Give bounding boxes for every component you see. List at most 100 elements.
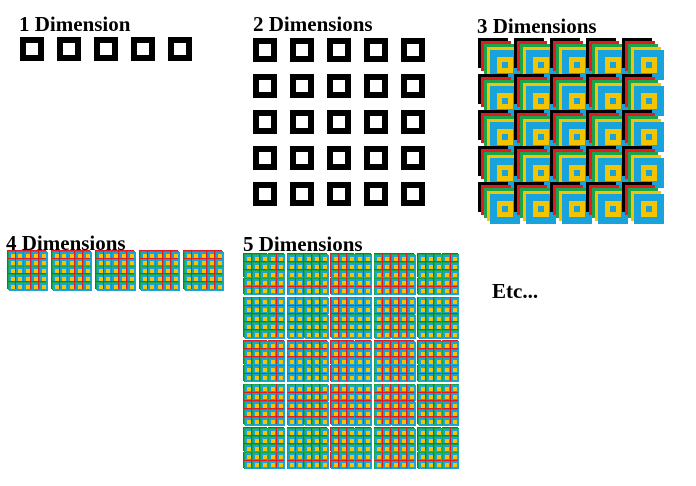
- label-5-dimensions: 5 Dimensions: [243, 232, 363, 256]
- hollow-square: [327, 38, 351, 62]
- inner-square: [610, 170, 616, 176]
- nested-cube-grid: [373, 253, 416, 296]
- panel-2-dimensions: [253, 38, 426, 206]
- hollow-square: [327, 182, 351, 206]
- inner-square: [538, 62, 544, 68]
- inner-square: [646, 206, 652, 212]
- hollow-square: [94, 37, 118, 61]
- nested-cube-grid: [373, 383, 416, 426]
- mini-layer-square: [277, 461, 286, 470]
- nested-cube-grid: [286, 340, 329, 383]
- mini-layer-square: [277, 287, 286, 296]
- inner-square: [502, 98, 508, 104]
- hollow-square: [253, 182, 277, 206]
- label-4-dimensions: 4 Dimensions: [6, 231, 126, 255]
- nested-cube-grid: [243, 427, 286, 470]
- mini-layer-square: [451, 330, 460, 339]
- layered-square: [514, 110, 556, 152]
- inner-square: [646, 62, 652, 68]
- hollow-square: [131, 37, 155, 61]
- inner-square: [574, 170, 580, 176]
- hollow-square: [253, 74, 277, 98]
- layered-square: [622, 182, 664, 224]
- nested-cube-grid: [7, 250, 48, 291]
- hollow-square: [401, 110, 425, 134]
- mini-layer-square: [364, 287, 373, 296]
- inner-square: [574, 134, 580, 140]
- inner-square: [646, 98, 652, 104]
- mini-layer-square: [277, 417, 286, 426]
- inner-square: [502, 206, 508, 212]
- mini-layer-square: [364, 330, 373, 339]
- panel-3-dimensions: [478, 38, 664, 224]
- inner-square: [646, 170, 652, 176]
- hollow-square: [290, 182, 314, 206]
- label-1-dimension: 1 Dimension: [19, 12, 131, 36]
- inner-square: [574, 98, 580, 104]
- nested-cube-grid: [330, 340, 373, 383]
- inner-square: [538, 134, 544, 140]
- inner-square: [502, 62, 508, 68]
- label-3-dimensions: 3 Dimensions: [477, 14, 597, 38]
- mini-layer-square: [320, 374, 329, 383]
- nested-cube-grid: [286, 383, 329, 426]
- inner-square: [610, 134, 616, 140]
- nested-cube-grid: [373, 427, 416, 470]
- nested-cube-grid: [330, 253, 373, 296]
- nested-cube-grid: [95, 250, 136, 291]
- hollow-square: [364, 38, 388, 62]
- mini-layer-square: [407, 461, 416, 470]
- hollow-square: [327, 146, 351, 170]
- nested-cube-grid: [417, 296, 460, 339]
- nested-cube-grid: [243, 296, 286, 339]
- mini-layer-square: [320, 287, 329, 296]
- hollow-square: [401, 74, 425, 98]
- mini-layer-square: [451, 417, 460, 426]
- mini-layer-square: [127, 282, 136, 291]
- mini-layer-square: [407, 417, 416, 426]
- mini-layer-square: [320, 417, 329, 426]
- mini-layer-square: [277, 330, 286, 339]
- mini-layer-square: [320, 461, 329, 470]
- inner-square: [538, 170, 544, 176]
- hollow-square: [290, 146, 314, 170]
- hollow-square: [364, 182, 388, 206]
- hollow-square: [253, 110, 277, 134]
- layered-square: [622, 110, 664, 152]
- nested-cube-grid: [417, 340, 460, 383]
- nested-cube-grid: [139, 250, 180, 291]
- nested-cube-grid: [417, 427, 460, 470]
- inner-square: [574, 62, 580, 68]
- inner-square: [610, 98, 616, 104]
- nested-cube-grid: [243, 340, 286, 383]
- panel-4-dimensions: [7, 250, 224, 291]
- mini-layer-square: [364, 417, 373, 426]
- nested-cube-grid: [286, 253, 329, 296]
- nested-cube-grid: [330, 383, 373, 426]
- hollow-square: [364, 146, 388, 170]
- nested-cube-grid: [51, 250, 92, 291]
- mini-layer-square: [407, 374, 416, 383]
- mini-layer-square: [39, 282, 48, 291]
- inner-square: [610, 206, 616, 212]
- hollow-square: [401, 146, 425, 170]
- nested-cube-grid: [373, 340, 416, 383]
- hollow-square: [168, 37, 192, 61]
- mini-layer-square: [364, 374, 373, 383]
- hollow-square: [327, 110, 351, 134]
- inner-square: [502, 170, 508, 176]
- hollow-square: [290, 110, 314, 134]
- nested-cube-grid: [286, 296, 329, 339]
- nested-cube-grid: [330, 296, 373, 339]
- hollow-square: [327, 74, 351, 98]
- layered-square: [514, 146, 556, 188]
- mini-layer-square: [407, 330, 416, 339]
- inner-square: [538, 206, 544, 212]
- nested-cube-grid: [243, 383, 286, 426]
- mini-layer-square: [215, 282, 224, 291]
- nested-cube-grid: [417, 383, 460, 426]
- layered-square: [622, 38, 664, 80]
- mini-layer-square: [171, 282, 180, 291]
- front-layer-square: [634, 194, 664, 224]
- label-etc: Etc...: [492, 279, 539, 303]
